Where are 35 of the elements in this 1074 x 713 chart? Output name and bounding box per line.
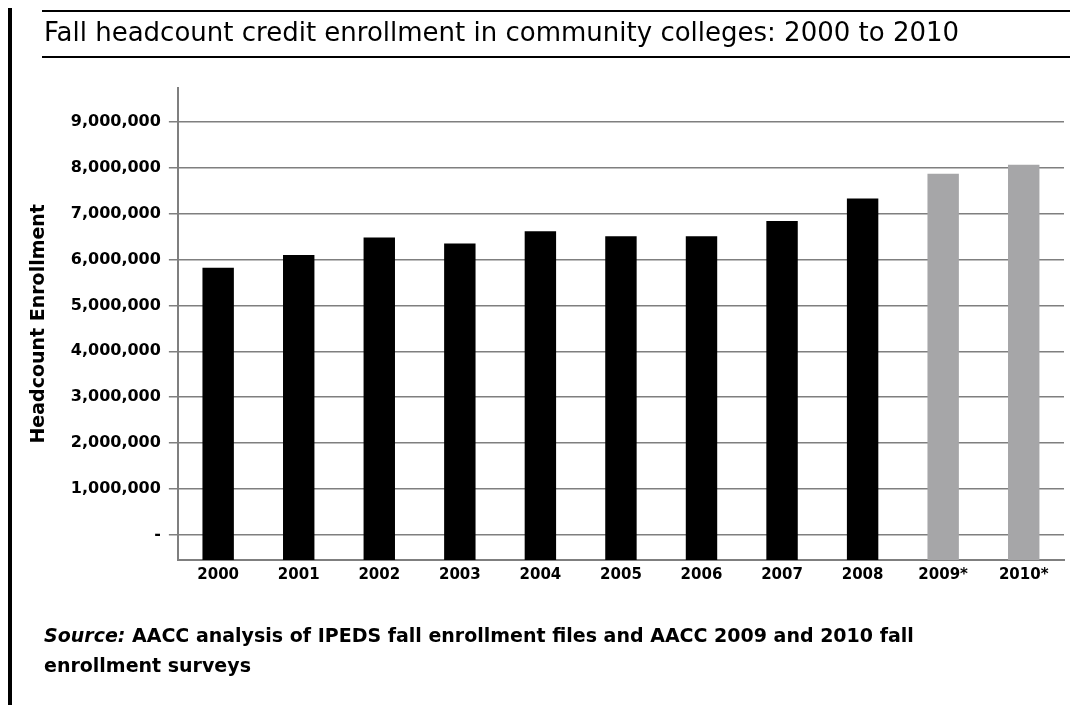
- bar: [846, 198, 879, 560]
- y-tick-label: 6,000,000: [70, 248, 161, 268]
- x-tick-label: 2009*: [918, 564, 969, 583]
- y-tick-label: 2,000,000: [70, 432, 161, 452]
- chart-title: Fall headcount credit enrollment in community colleges: 2000 to 2010: [44, 17, 960, 47]
- bar: [444, 243, 476, 560]
- y-tick-label: 5,000,000: [70, 294, 161, 314]
- y-tick-label: 9,000,000: [70, 111, 161, 131]
- x-tick-label: 2005: [600, 564, 642, 583]
- bar: [202, 267, 234, 560]
- x-tick-label: 2003: [438, 564, 481, 583]
- y-tick-label: 7,000,000: [70, 202, 161, 222]
- y-tick-label: 8,000,000: [70, 157, 161, 177]
- y-tick-label: -: [154, 523, 161, 543]
- x-tick-label: 2008: [841, 564, 884, 583]
- y-tick-label: 1,000,000: [70, 478, 161, 498]
- bar: [524, 231, 557, 560]
- bar: [1008, 164, 1040, 560]
- x-tick-label: 2004: [519, 564, 562, 583]
- y-tick-label: 3,000,000: [70, 386, 161, 406]
- bar: [605, 236, 637, 560]
- bar: [363, 237, 395, 560]
- bar: [927, 173, 959, 560]
- bar: [685, 236, 718, 560]
- x-tick-label: 2000: [197, 564, 240, 583]
- bar: [766, 221, 798, 560]
- y-axis-title: Headcount Enrollment: [26, 204, 49, 444]
- x-tick-label: 2007: [761, 564, 803, 583]
- bar: [283, 255, 315, 560]
- x-tick-label: 2002: [358, 564, 401, 583]
- x-tick-label: 2010*: [998, 564, 1049, 583]
- x-tick-label: 2001: [277, 564, 320, 583]
- x-tick-label: 2006: [680, 564, 723, 583]
- y-tick-label: 4,000,000: [70, 340, 161, 360]
- source-note: Source: AACC analysis of IPEDS fall enrollment files and AACC 2009 and 2010 fall enrollment surveys: [44, 624, 914, 676]
